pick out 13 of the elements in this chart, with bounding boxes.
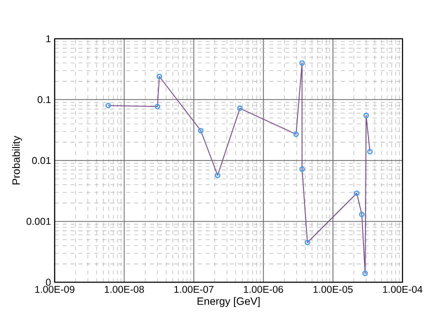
x-tick-label: 1.00E-08 (104, 286, 144, 293)
x-tick-label: 1.00E-07 (174, 286, 214, 293)
y-tick-label: 0 (46, 278, 51, 286)
y-tick-label: 1 (46, 35, 51, 42)
x-tick-label: 1.00E-04 (383, 286, 422, 293)
x-tick-label: 1.00E-05 (314, 286, 353, 293)
y-axis-title: Probability (12, 136, 22, 184)
y-tick-label: 0.01 (32, 156, 51, 164)
x-tick-label: 1.00E-09 (35, 286, 74, 293)
y-tick-label: 0.001 (26, 218, 51, 225)
y-tick-label: 0.1 (38, 96, 51, 104)
x-axis-title: Energy [GeV] (198, 297, 260, 307)
x-tick-label: 1.00E-06 (244, 286, 284, 293)
